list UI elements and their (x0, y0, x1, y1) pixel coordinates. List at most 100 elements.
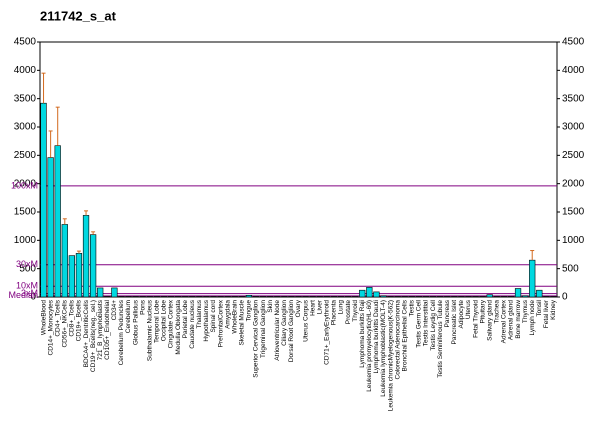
bar (451, 296, 458, 298)
y-tick-label: 2500 (14, 150, 37, 161)
y2-tick-label: 1500 (562, 207, 585, 218)
x-tick-label: CD34+ (111, 300, 118, 321)
bar (422, 296, 430, 298)
x-tick-label: Kidney (550, 299, 557, 320)
bar (444, 296, 451, 298)
x-tick-label: 721_B_lymphoblasts (97, 299, 104, 360)
y2-tick-label: 0 (562, 292, 568, 303)
y2-tick-label: 2500 (562, 150, 585, 161)
x-tick-label: Cingulate Cortex (168, 299, 175, 348)
y-tick-label: 3000 (14, 122, 37, 133)
y2-tick-label: 500 (562, 263, 579, 274)
x-tick-label: Leukemia promyelocytic(HL-60) (366, 300, 373, 392)
bar (437, 296, 444, 298)
y-tick-label: 4500 (14, 37, 37, 48)
x-tick-label: Amygdala (224, 300, 231, 329)
bar (167, 296, 175, 298)
bar (458, 296, 465, 298)
bar (281, 296, 288, 298)
x-tick-label: PrefrontalCortex (217, 299, 224, 347)
bar (309, 296, 316, 298)
bar (231, 296, 238, 298)
y2-tick-label: 3500 (562, 93, 585, 104)
bar (288, 296, 295, 298)
x-tick-label: Adrenal Cortex (501, 299, 508, 343)
bar (139, 296, 146, 298)
x-tick-label: Temporal Lobe (154, 300, 161, 343)
x-tick-label: Uterus (465, 299, 472, 319)
x-tick-label: Pancreatic Islet (451, 300, 458, 345)
x-tick-label: Thyroid (352, 300, 359, 322)
x-tick-label: CD19+_Bcells(neg._sel.) (90, 300, 97, 372)
bar (75, 253, 83, 298)
bar (189, 296, 196, 298)
y2-tick-label: 3000 (562, 122, 585, 133)
bar (408, 296, 415, 298)
bar (203, 296, 210, 298)
bar (160, 296, 168, 298)
y-tick-label: 1000 (14, 235, 37, 246)
bar (174, 296, 182, 298)
x-tick-label: Spinal cord (210, 300, 217, 333)
bar (521, 295, 529, 298)
threshold-label: 30xM (16, 259, 38, 269)
y-tick-label: 500 (19, 263, 36, 274)
bar (252, 296, 260, 298)
x-tick-label: Testis Germ Cell (416, 299, 423, 347)
bar (507, 296, 515, 298)
bar (224, 296, 231, 298)
threshold-label: 10xM (16, 281, 38, 291)
bar (61, 224, 68, 298)
x-tick-label: WholeBrain (231, 300, 238, 334)
bar (429, 296, 437, 298)
y-tick-label: 1500 (14, 207, 37, 218)
x-tick-label: Leukemia lymphoblastic(MOLT-4) (380, 300, 387, 397)
y-tick-label: 0 (30, 292, 36, 303)
x-tick-label: Testis Leydig Cell (430, 299, 437, 350)
bar (486, 294, 493, 298)
bar (89, 234, 97, 298)
bar (330, 296, 338, 298)
x-tick-label: Thymus (522, 299, 529, 323)
x-tick-label: Heart (309, 300, 316, 316)
x-tick-label: Pons (139, 299, 146, 315)
x-tick-label: Bronchial Epithelial Cells (401, 299, 408, 371)
x-tick-label: Trachea (494, 300, 501, 324)
x-tick-label: Fetal liver (543, 299, 550, 328)
bar (344, 296, 352, 298)
bar (40, 102, 47, 298)
bar (373, 291, 380, 298)
x-tick-label: Superior Cervical Ganglion (253, 300, 260, 378)
x-tick-label: CD56+_NKCells (62, 299, 69, 347)
threshold-label: Median (8, 290, 38, 300)
x-tick-label: Lung (338, 300, 345, 315)
chart-title: 211742_s_at (40, 8, 117, 23)
x-tick-label: Testis Interstitial (423, 299, 430, 346)
x-tick-label: Colorectal Adenocarcinoma (394, 300, 401, 380)
bar (323, 296, 330, 298)
bar (267, 296, 274, 298)
x-tick-label: Atrioventricular Node (274, 300, 281, 361)
bar (146, 296, 153, 298)
bar (302, 296, 309, 298)
x-tick-label: Tongue (246, 300, 253, 322)
x-tick-label: WholeBlood (40, 300, 47, 335)
bar (536, 289, 543, 298)
bar (387, 296, 394, 298)
x-tick-label: Globus Pallidus (132, 299, 139, 345)
x-tick-label: Hypothalamus (203, 299, 210, 341)
bar (415, 296, 423, 298)
x-tick-label: Ciliary Ganglion (281, 300, 288, 346)
threshold-label: 100xM (11, 180, 38, 190)
x-tick-label: Pancreas (444, 299, 451, 327)
bar (359, 289, 366, 298)
x-tick-label: Salivary gland (486, 300, 493, 341)
bar (465, 296, 472, 298)
x-tick-label: Cerebellum (125, 300, 132, 333)
y-tick-label: 3500 (14, 93, 37, 104)
bar (182, 296, 189, 298)
x-tick-label: CD71+_EarlyErythroid (324, 300, 331, 365)
x-tick-label: Trigeminal Ganglion (260, 300, 267, 358)
y-tick-label: 4000 (14, 65, 37, 76)
